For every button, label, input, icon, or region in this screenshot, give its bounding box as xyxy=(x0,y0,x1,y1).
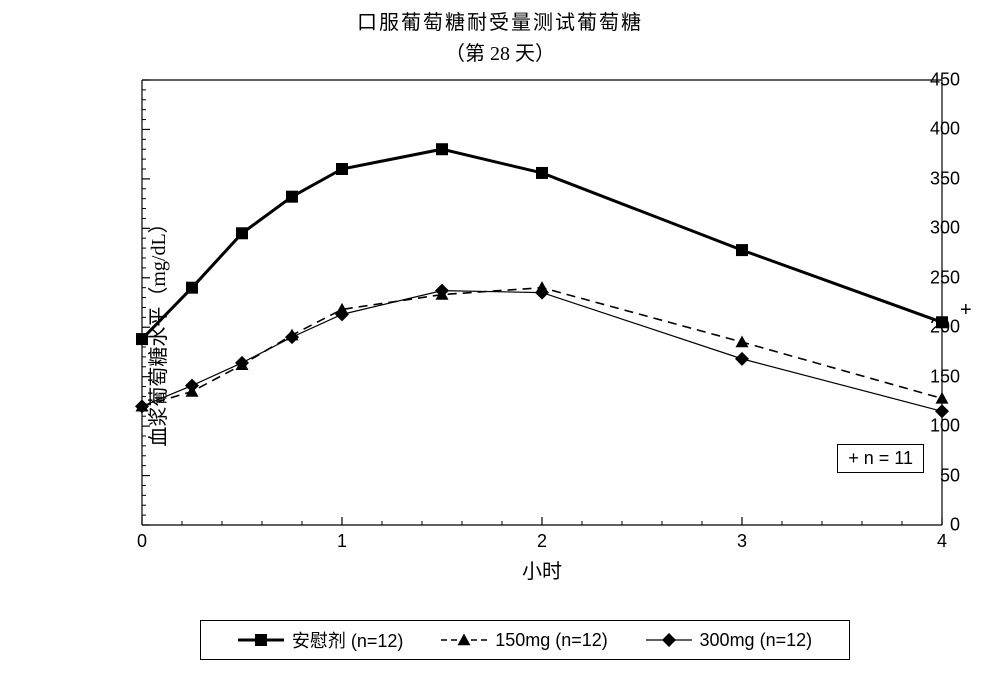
y-tick-label: 150 xyxy=(868,366,960,387)
legend-swatch xyxy=(441,631,487,649)
x-tick-label: 4 xyxy=(937,531,947,552)
y-tick-label: 100 xyxy=(868,416,960,437)
plus-annotation: + xyxy=(960,299,972,322)
y-tick-label: 250 xyxy=(868,267,960,288)
x-axis-label: 小时 xyxy=(522,555,562,584)
y-tick-label: 300 xyxy=(868,218,960,239)
legend-item: 安慰剂 (n=12) xyxy=(238,627,404,653)
legend-label: 安慰剂 (n=12) xyxy=(292,627,404,653)
x-tick-label: 3 xyxy=(737,531,747,552)
x-tick-label: 1 xyxy=(337,531,347,552)
legend: 安慰剂 (n=12) 150mg (n=12) 300mg (n=12) xyxy=(200,620,850,660)
sample-size-note: + n = 11 xyxy=(837,444,924,473)
y-tick-label: 350 xyxy=(868,168,960,189)
legend-swatch xyxy=(238,631,284,649)
legend-label: 300mg (n=12) xyxy=(700,630,813,651)
legend-label: 150mg (n=12) xyxy=(495,630,608,651)
legend-item: 150mg (n=12) xyxy=(441,630,608,651)
y-tick-label: 450 xyxy=(868,70,960,91)
chart-title-line1: 口服葡萄糖耐受量测试葡萄糖 xyxy=(0,6,1000,35)
x-tick-label: 2 xyxy=(537,531,547,552)
line-chart: 血浆葡萄糖水平（mg/dL） 0501001502002503003504004… xyxy=(40,60,960,620)
x-tick-label: 0 xyxy=(137,531,147,552)
legend-swatch xyxy=(646,631,692,649)
y-tick-label: 400 xyxy=(868,119,960,140)
y-tick-label: 200 xyxy=(868,317,960,338)
legend-item: 300mg (n=12) xyxy=(646,630,813,651)
